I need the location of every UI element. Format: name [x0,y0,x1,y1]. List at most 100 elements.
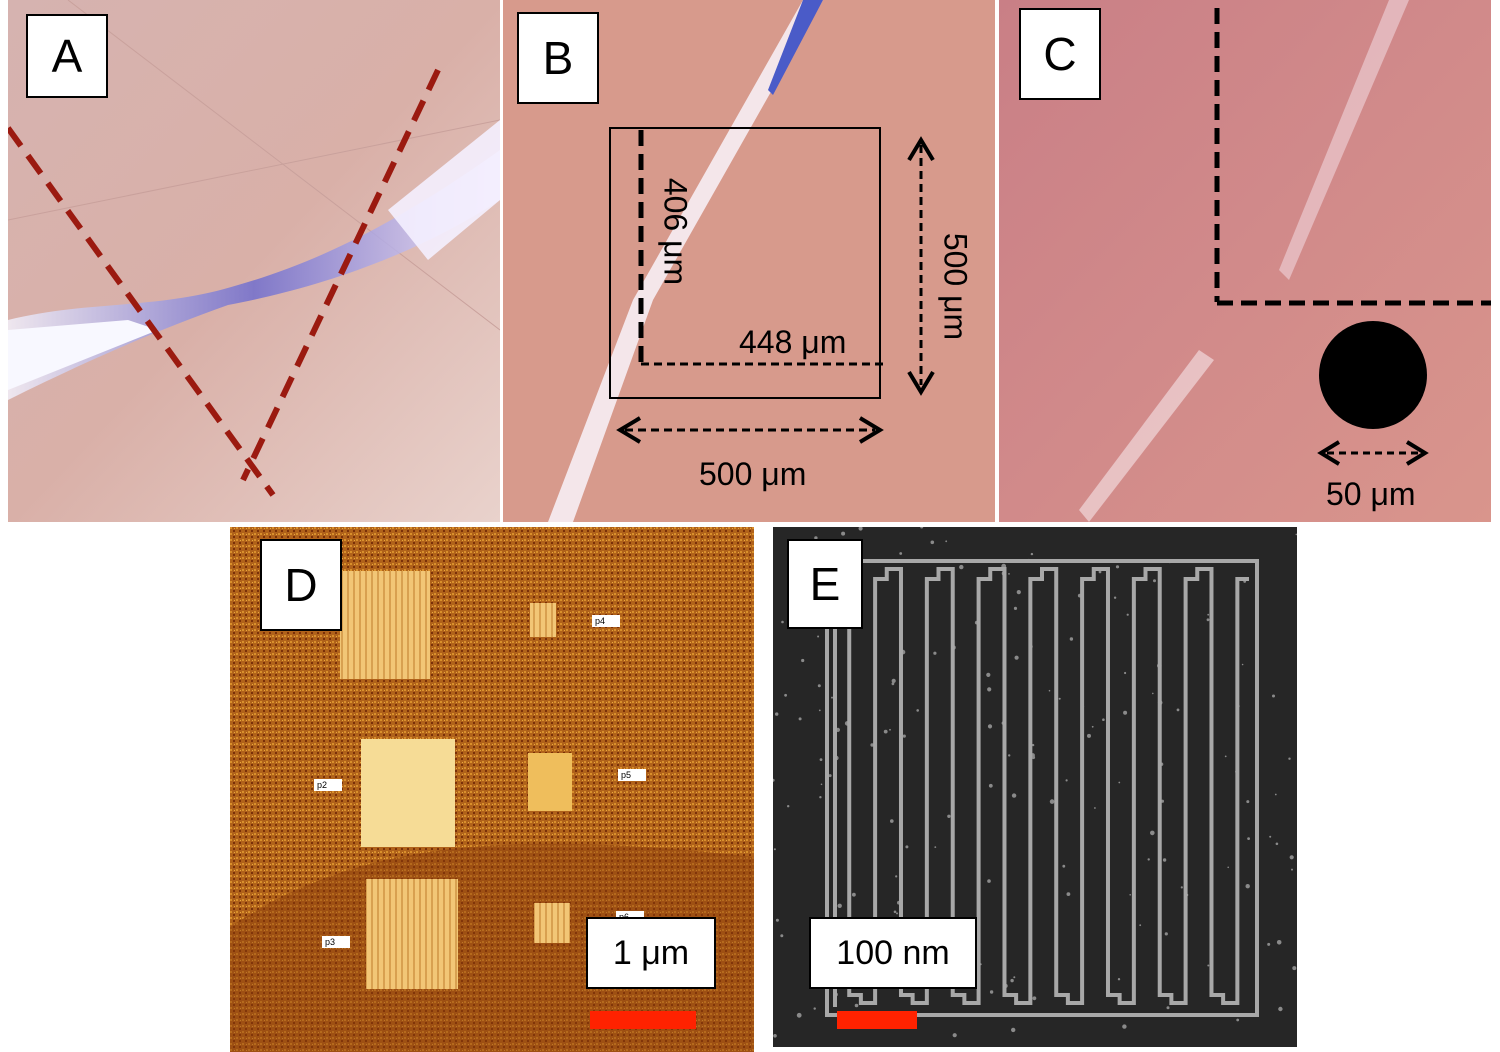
speckle [1126,613,1129,616]
measure-448: 448 μm [739,324,847,360]
speckle [819,796,822,799]
speckle [1113,596,1117,599]
speckle [891,678,896,683]
speckle [1118,781,1121,784]
speckle [1207,613,1210,616]
speckle [1011,793,1017,798]
speckle [930,540,935,545]
speckle [1117,978,1121,981]
speckle [1124,671,1127,675]
speckle [775,918,779,922]
speckle [1206,618,1210,622]
speckle [1295,533,1297,536]
speckle [896,912,898,915]
speckle [773,848,776,851]
speckle [889,728,891,731]
speckle [1066,892,1071,896]
tag-p3: p3 [322,936,350,948]
speckle [1016,590,1021,595]
panel-a-label: A [26,14,108,98]
panel-d: D p4 p2 p5 p3 p6 1 μm [230,527,754,1052]
speckle [1065,779,1068,782]
speckle [987,879,991,883]
speckle [895,875,898,878]
speckle [1058,697,1061,700]
speckle [1227,866,1229,869]
bottom-500: 500 μm [699,456,807,492]
pattern-p5 [528,753,572,811]
tag-p2: p2 [314,779,342,791]
speckle [775,712,779,716]
speckle [1288,757,1291,760]
speckle [814,536,818,540]
speckle [801,658,805,663]
speckle [916,709,919,712]
speckle [893,910,897,914]
speckle [883,729,888,734]
speckle [1272,694,1275,698]
speckle [1269,835,1272,838]
speckle [986,672,991,677]
speckle [987,724,993,729]
speckle [1289,855,1294,860]
speckle [1139,924,1142,927]
speckle [787,805,790,808]
panel-b: B 406 μm 448 μm 500 μm 500 μm [503,0,995,522]
speckle [1164,932,1168,936]
panel-a: A [8,0,500,522]
scale-bar-d [590,1011,696,1029]
speckle [890,819,894,823]
speckle [820,783,823,786]
speckle [828,774,832,778]
speckle [989,990,994,994]
speckle [1267,942,1271,946]
speckle [988,783,993,788]
spot-circle [1319,321,1427,429]
pattern-p3 [366,879,458,989]
speckle [1247,837,1250,840]
speckle [1153,579,1156,583]
speckle [1274,793,1277,796]
speckle [817,684,821,688]
speckle [934,846,937,848]
speckle [1102,718,1105,721]
panel-b-label: B [517,12,599,104]
meander-outline [825,559,1259,1017]
measure-406: 406 μm [657,177,694,286]
panel-c-label: C [1019,8,1101,100]
speckle [1031,755,1036,760]
speckle [1008,573,1010,575]
speckle [1011,1027,1016,1033]
speckle [1245,884,1250,889]
scale-label-d: 1 μm [586,917,716,989]
side-500: 500 μm [937,232,974,341]
dashed-line-right [240,68,441,482]
pattern-p4 [530,603,556,637]
speckle [1049,799,1055,804]
speckle [773,778,775,782]
speckle [987,687,992,692]
speckle [1010,978,1014,983]
diameter-label: 50 μm [1326,476,1416,512]
speckle [858,527,863,531]
speckle [1292,966,1297,971]
speckle [1115,565,1120,569]
speckle [945,540,948,543]
speckle [1241,663,1244,666]
speckle [796,1012,802,1018]
speckle [891,682,895,686]
speckle [1031,743,1035,747]
speckle [1094,807,1096,809]
panel-e: E 100 nm [773,527,1297,1047]
speckle [819,758,823,761]
dashed-line-left [8,126,276,497]
region-square [609,127,881,399]
speckle [818,709,821,712]
pattern-p1 [340,571,430,679]
panel-e-label: E [787,539,863,629]
speckle [1098,570,1102,574]
speckle [1246,800,1250,804]
speckle [831,696,833,699]
speckle [1014,655,1019,660]
speckle [1122,1024,1127,1029]
